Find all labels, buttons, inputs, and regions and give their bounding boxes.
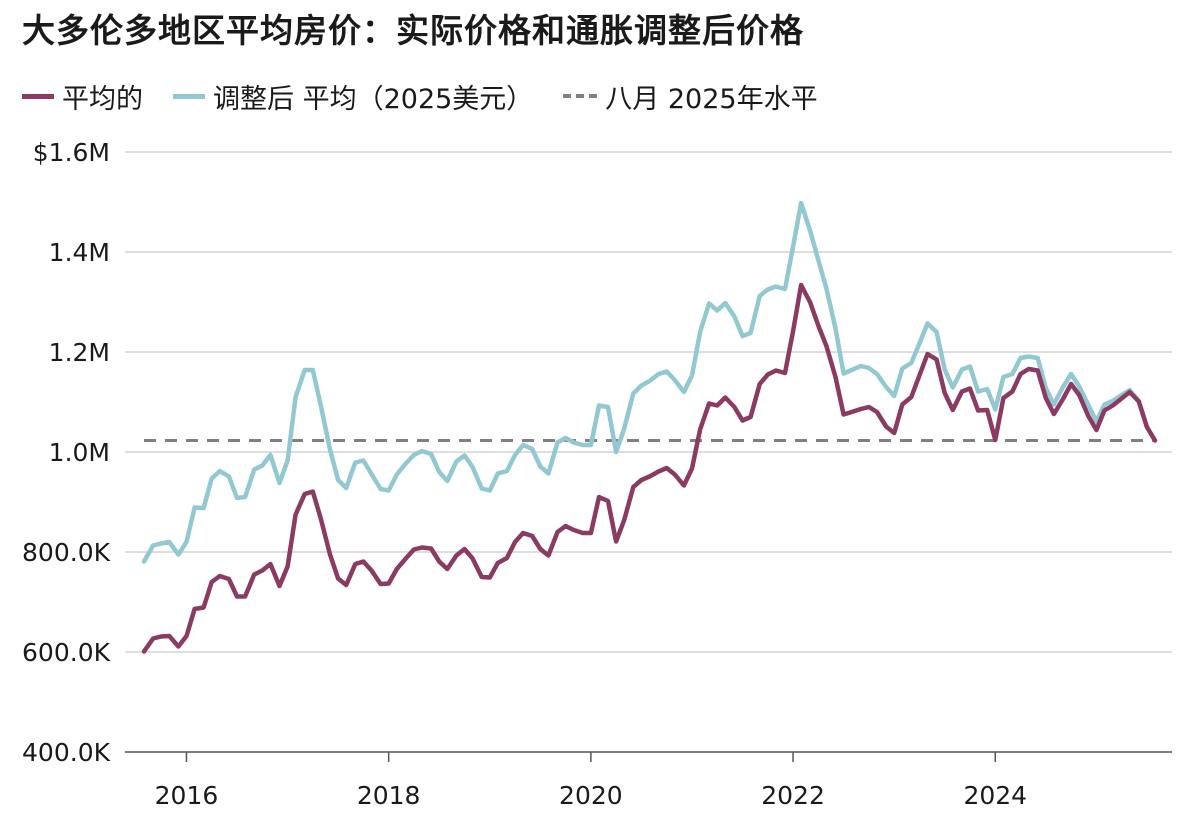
y-tick-label-1: 1.4M <box>49 238 110 267</box>
legend-item-average: 平均的 <box>22 77 143 116</box>
y-tick-label-2: 1.2M <box>49 338 110 367</box>
legend-item-adjusted: 调整后 平均（2025美元） <box>173 77 533 116</box>
x-tick-label-1: 2018 <box>357 781 421 810</box>
legend-label-reference: 八月 2025年水平 <box>605 83 818 115</box>
legend-swatch-reference <box>563 94 598 98</box>
series-line-adjusted <box>141 200 1158 564</box>
y-tick-label-3: 1.0M <box>49 438 110 467</box>
y-tick-label-6: 400.0K <box>22 738 111 767</box>
x-tick-label-3: 2022 <box>761 781 825 810</box>
chart-legend: 平均的 调整后 平均（2025美元） 八月 2025年水平 <box>22 76 848 116</box>
x-axis: 2016 2018 2020 2022 2024 <box>155 752 1027 810</box>
y-tick-label-4: 800.0K <box>22 538 111 567</box>
chart-title: 大多伦多地区平均房价：实际价格和通胀调整后价格 <box>22 11 804 50</box>
y-tick-label-0: $1.6M <box>33 138 110 167</box>
x-tick-label-4: 2024 <box>963 781 1027 810</box>
y-tick-label-5: 600.0K <box>22 638 111 667</box>
legend-swatch-adjusted <box>173 93 205 99</box>
gridlines <box>125 151 1172 753</box>
legend-swatch-average <box>22 93 54 99</box>
legend-label-average: 平均的 <box>62 83 143 115</box>
legend-label-adjusted: 调整后 平均（2025美元） <box>213 83 534 115</box>
x-tick-label-0: 2016 <box>155 781 219 810</box>
legend-item-reference: 八月 2025年水平 <box>563 77 818 116</box>
y-axis-tick-labels: $1.6M 1.4M 1.2M 1.0M 800.0K 600.0K 400.0K <box>22 138 111 767</box>
series-lines <box>141 200 1158 654</box>
series-line-average <box>141 282 1158 654</box>
x-tick-label-2: 2020 <box>559 781 623 810</box>
